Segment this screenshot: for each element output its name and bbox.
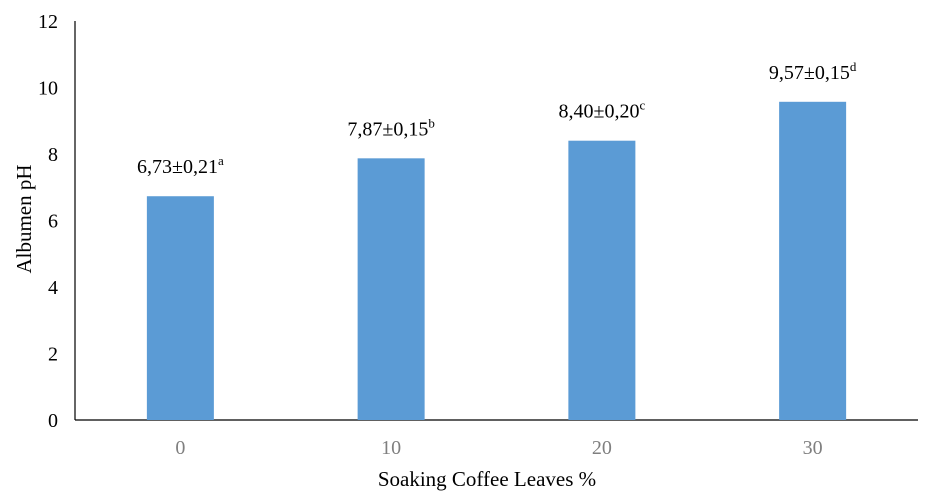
bar [568,140,636,420]
y-tick-label: 8 [48,144,58,166]
bars [146,101,847,421]
x-axis-title: Soaking Coffee Leaves % [378,467,596,491]
y-axis-title: Albumen pH [12,164,36,273]
y-tick-label: 12 [38,11,58,33]
data-label: 9,57±0,15d [769,59,857,84]
x-tick-label: 20 [592,437,612,459]
y-tick-label: 4 [48,277,58,299]
y-tick-label: 2 [48,344,58,366]
y-tick-labels: 0 2 4 6 8 10 12 [38,11,58,432]
x-tick-labels: 0 10 20 30 [175,437,822,459]
data-label: 6,73±0,21a [137,153,224,178]
x-tick-label: 0 [175,437,185,459]
bar [146,196,214,420]
bar [357,158,425,420]
data-labels: 6,73±0,21a 7,87±0,15b 8,40±0,20c 9,57±0,15d [137,59,857,178]
data-label: 8,40±0,20c [558,98,645,123]
y-tick-label: 10 [38,78,58,100]
x-tick-label: 30 [803,437,823,459]
y-tick-label: 0 [48,410,58,432]
y-tick-label: 6 [48,211,58,233]
x-tick-label: 10 [381,437,401,459]
bar [779,101,847,421]
data-label: 7,87±0,15b [347,115,434,140]
axes [74,21,918,421]
